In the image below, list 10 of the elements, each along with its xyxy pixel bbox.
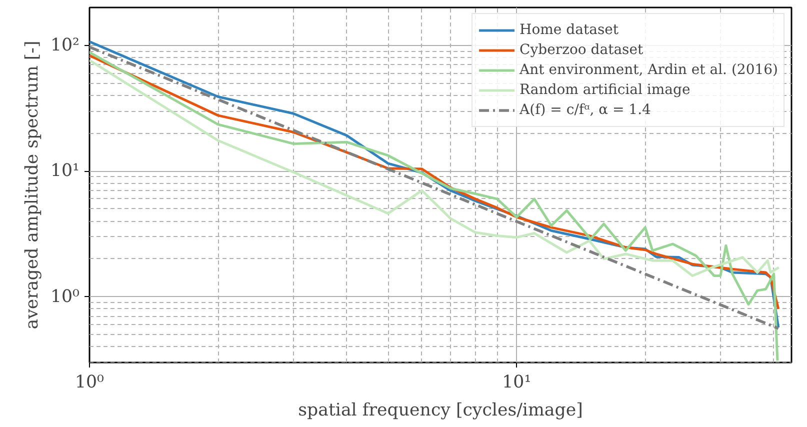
legend-label: Random artificial image: [520, 82, 690, 98]
legend-label: Cyberzoo dataset: [520, 42, 644, 58]
legend-label: Home dataset: [520, 22, 619, 38]
y-tick-label: 10⁰: [50, 286, 80, 307]
y-tick-label: 10¹: [50, 161, 80, 182]
legend-label: A(f) = c/fᵅ, α = 1.4: [520, 102, 651, 118]
legend-label: Ant environment, Ardin et al. (2016): [520, 62, 778, 78]
y-tick-label: 10²: [50, 35, 80, 56]
x-axis-title: spatial frequency [cycles/image]: [298, 400, 583, 420]
y-axis-title: averaged amplitude spectrum [-]: [22, 40, 43, 330]
